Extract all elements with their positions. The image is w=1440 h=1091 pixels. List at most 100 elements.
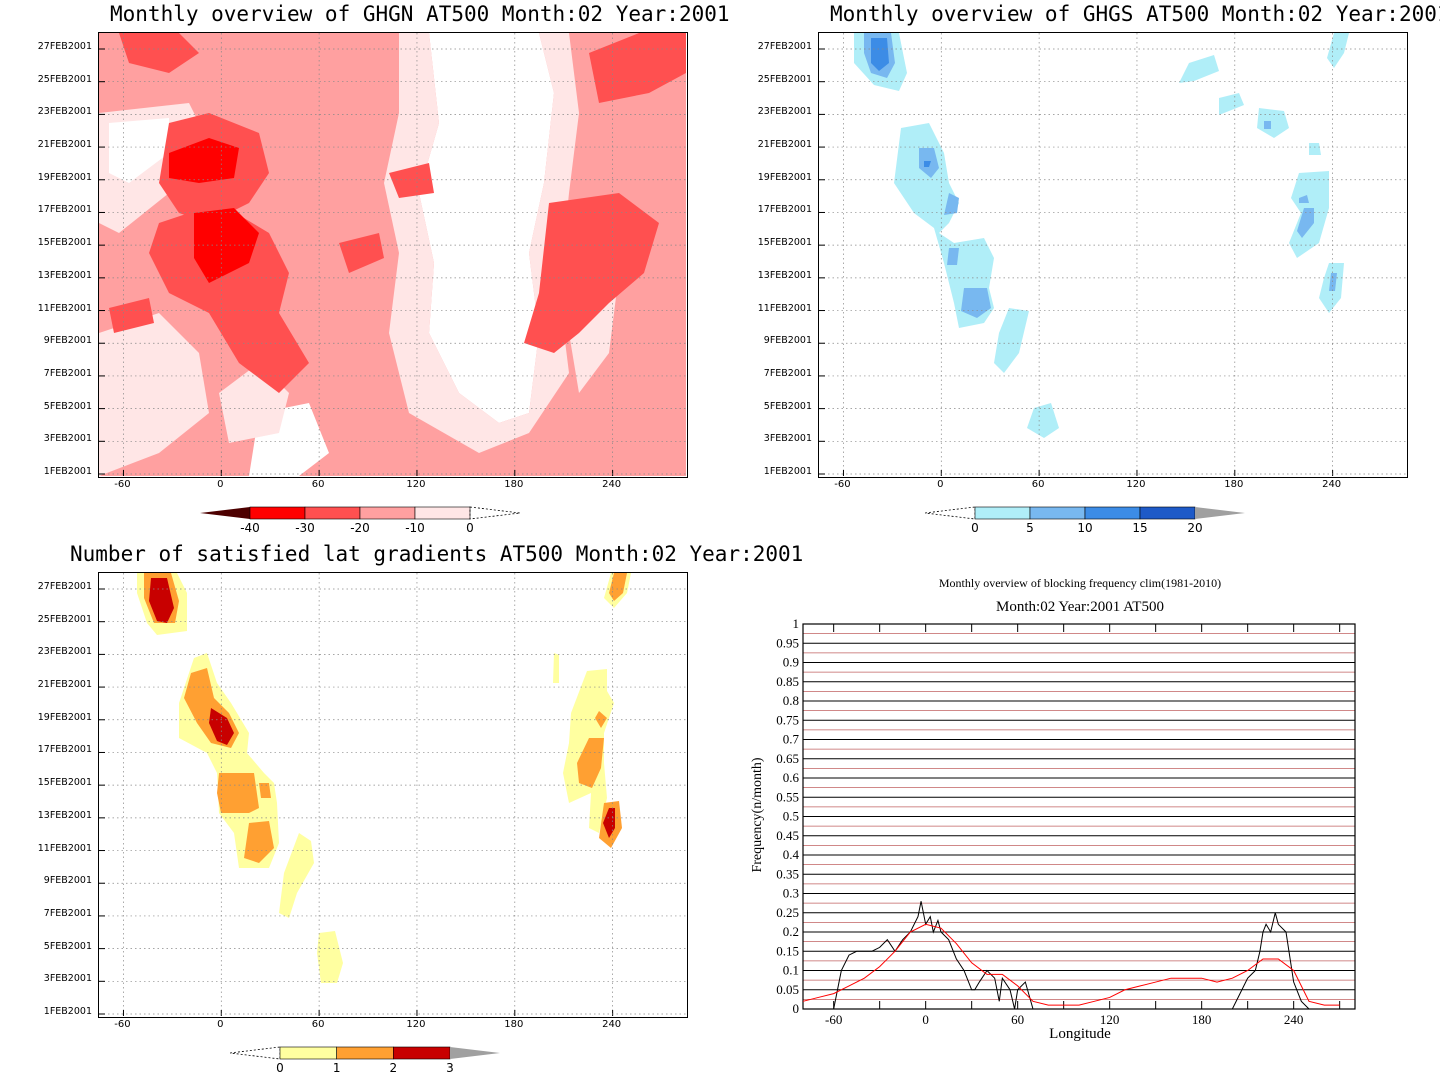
y-tick-label: 23FEB2001	[37, 106, 92, 118]
contour-level-white	[109, 118, 169, 183]
colorbar-label: 0	[466, 521, 474, 535]
y-tick-label: 0.1	[783, 963, 799, 978]
y-tick-label: 0.7	[783, 732, 800, 747]
y-tick-label: 0.25	[776, 905, 799, 920]
colorbar-label: 5	[1026, 521, 1034, 535]
y-tick-label: 25FEB2001	[757, 73, 812, 85]
contour-level-white	[99, 313, 209, 476]
y-tick-label: 3FEB2001	[43, 433, 92, 445]
y-tick-label: 0.9	[783, 655, 799, 670]
colorbar-label: 0	[276, 1061, 284, 1075]
x-tick-label: 60	[1011, 1012, 1024, 1027]
latgrad-contour-plot	[99, 573, 686, 1016]
plot-area	[98, 32, 688, 478]
x-tick-label: 180	[504, 479, 524, 490]
contour-level-10-20	[119, 33, 199, 73]
y-tick-label: 1FEB2001	[763, 466, 812, 477]
ghgs-contour-plot	[819, 33, 1406, 476]
y-tick-label: 19FEB2001	[757, 171, 812, 183]
y-tick-label: 1FEB2001	[43, 466, 92, 477]
colorbar-segment	[1084, 506, 1141, 520]
colorbar-label: 20	[1187, 521, 1203, 535]
contour-level-1-2	[244, 821, 274, 863]
y-tick-label: 5FEB2001	[43, 400, 92, 412]
contour-level-0-5	[1179, 55, 1219, 83]
contour-level-0-5	[1327, 33, 1349, 68]
x-tick-label: -60	[114, 1019, 131, 1030]
x-axis-label: Longitude	[1049, 1026, 1111, 1042]
y-tick-label: 17FEB2001	[37, 744, 92, 756]
y-tick-label: 11FEB2001	[757, 302, 812, 314]
contour-level-0-5	[1309, 143, 1321, 155]
contour-level-white	[384, 33, 579, 453]
contour-level-10-15	[924, 161, 931, 167]
colorbar-segment	[1195, 507, 1245, 519]
x-tick-label: 120	[406, 1019, 426, 1030]
x-tick-label: 240	[602, 1019, 622, 1030]
colorbar	[925, 506, 1245, 520]
y-tick-label: 1FEB2001	[43, 1006, 92, 1017]
contour-level-5-10	[1329, 273, 1337, 291]
x-tick-label: -60	[834, 479, 851, 490]
colorbar-segment	[200, 507, 250, 519]
y-tick-label: 27FEB2001	[37, 41, 92, 52]
contour-level-white	[419, 33, 554, 423]
x-tick-label: 0	[937, 479, 944, 490]
y-tick-label: 11FEB2001	[37, 302, 92, 314]
y-tick-label: 15FEB2001	[37, 237, 92, 249]
y-tick-label: 0.55	[776, 789, 799, 804]
contour-level-10-20	[149, 203, 309, 393]
colorbar-segment	[469, 506, 520, 520]
contour-level-10-15	[871, 38, 889, 71]
line-chart: 0 0.05 0.1 0.15 0.2 0.25 0.3 0.35 0.4 0.45 0.5 0.55…	[776, 616, 1356, 1027]
y-tick-label: 17FEB2001	[37, 204, 92, 216]
x-tick-label: 120	[1126, 479, 1146, 490]
y-tick-label: 7FEB2001	[763, 367, 812, 379]
colorbar-segment	[304, 506, 361, 520]
ghgn-contour-plot	[99, 33, 686, 476]
contour-level-5-10	[1299, 195, 1309, 203]
contour-level-10-20	[389, 163, 434, 198]
colorbar-segment	[414, 506, 471, 520]
x-tick-label: 0	[217, 479, 224, 490]
plot-area	[818, 32, 1408, 478]
colorbar-segment	[336, 1046, 394, 1060]
y-tick-label: 17FEB2001	[757, 204, 812, 216]
contour-level-5-10	[947, 248, 959, 265]
colorbar	[200, 506, 520, 520]
contour-level-0-1	[553, 653, 559, 683]
x-tick-label: 0	[217, 1019, 224, 1030]
contour-level-5-10	[1297, 208, 1314, 238]
panel-ghgn: Monthly overview of GHGN AT500 Month:02 …	[0, 0, 730, 545]
y-tick-label: 0.3	[783, 886, 799, 901]
contour-level-10-20	[589, 33, 686, 103]
x-tick-label: 240	[602, 479, 622, 490]
y-tick-label: 19FEB2001	[37, 171, 92, 183]
contour-level-1-2	[259, 783, 271, 798]
colorbar-label: 2	[389, 1061, 398, 1075]
x-tick-label: 240	[1284, 1012, 1304, 1027]
colorbar-label: 15	[1132, 521, 1148, 535]
x-tick-label: 60	[311, 1019, 325, 1030]
y-tick-label: 21FEB2001	[757, 139, 812, 151]
y-tick-label: 5FEB2001	[763, 400, 812, 412]
y-tick-label: 13FEB2001	[37, 269, 92, 281]
colorbar-segment	[393, 1046, 451, 1060]
y-tick-label: 0.15	[776, 943, 799, 958]
y-tick-label: 0.05	[776, 982, 799, 997]
y-tick-label: 5FEB2001	[43, 940, 92, 952]
y-tick-label: 0.95	[776, 635, 799, 650]
y-tick-label: 0.5	[783, 809, 799, 824]
colorbar-label: 3	[446, 1061, 454, 1075]
y-tick-label: 9FEB2001	[43, 875, 92, 887]
y-tick-label: 25FEB2001	[37, 613, 92, 625]
y-tick-label: 21FEB2001	[37, 139, 92, 151]
y-tick-label: 21FEB2001	[37, 679, 92, 691]
y-tick-label: 13FEB2001	[37, 809, 92, 821]
contour-level-1-2	[217, 773, 259, 813]
contour-level-0-5	[1219, 93, 1244, 115]
y-tick-label: 0.45	[776, 828, 799, 843]
contour-level-20-30	[169, 138, 239, 183]
colorbar-label: 0	[971, 521, 979, 535]
y-tick-label: 3FEB2001	[763, 433, 812, 445]
